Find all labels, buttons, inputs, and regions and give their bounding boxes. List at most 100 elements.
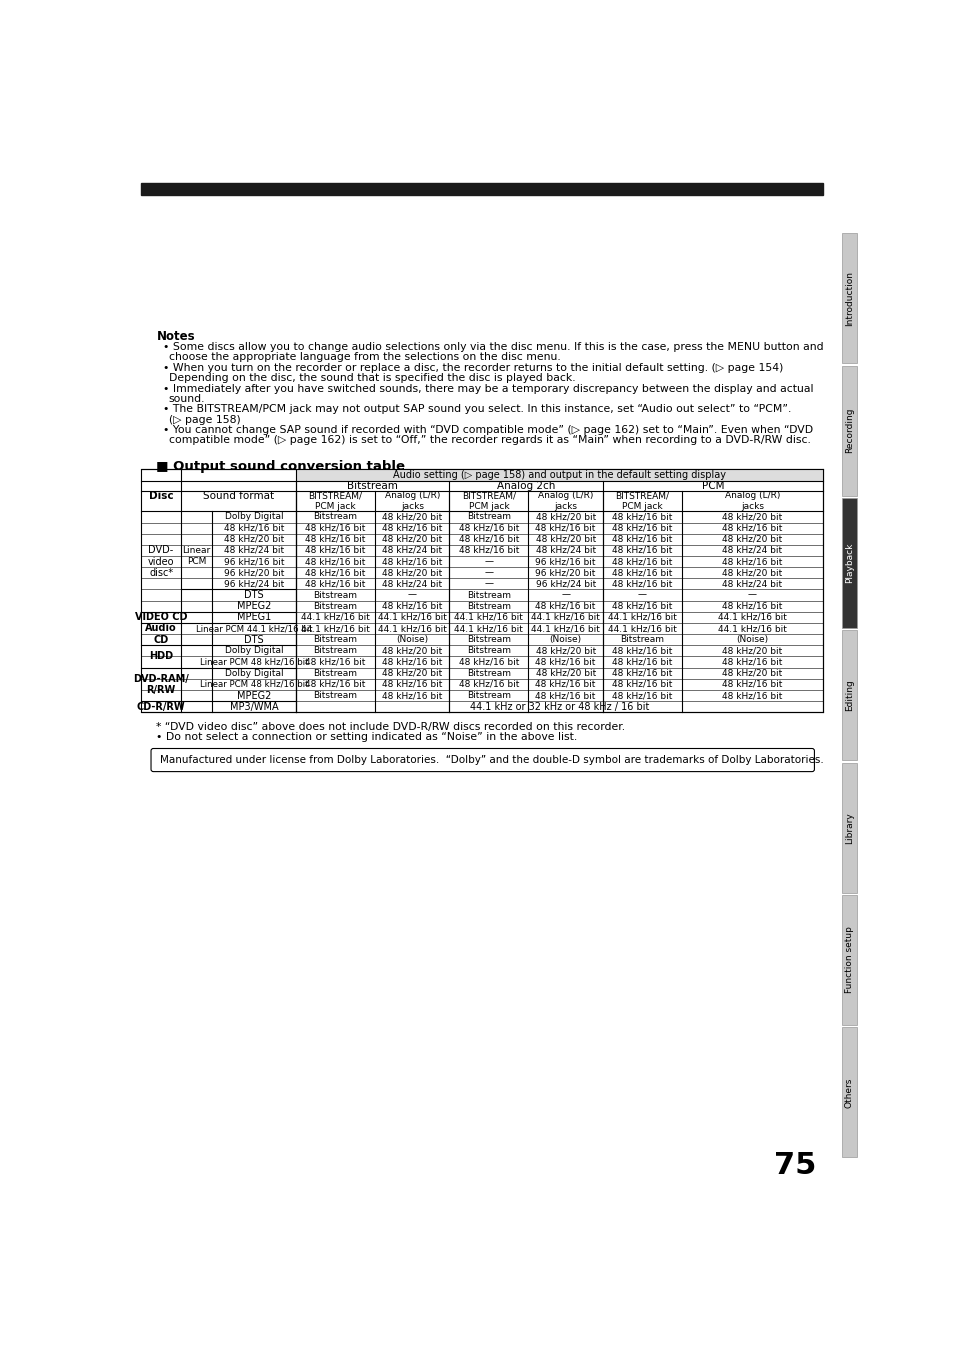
Text: Audio
CD: Audio CD	[145, 623, 176, 644]
Text: 44.1 kHz/16 bit: 44.1 kHz/16 bit	[377, 613, 446, 621]
Text: 48 kHz/20 bit: 48 kHz/20 bit	[381, 512, 442, 522]
Text: 48 kHz/16 bit: 48 kHz/16 bit	[721, 658, 781, 666]
Text: Linear PCM 44.1 kHz/16 bit: Linear PCM 44.1 kHz/16 bit	[195, 624, 312, 634]
Bar	[295, 469, 822, 480]
Text: Library: Library	[844, 811, 853, 844]
Bar	[841, 895, 856, 1024]
Text: choose the appropriate language from the selections on the disc menu.: choose the appropriate language from the…	[169, 352, 560, 363]
Text: 48 kHz/16 bit: 48 kHz/16 bit	[458, 523, 518, 532]
Text: Bitstream: Bitstream	[466, 647, 511, 655]
Text: 48 kHz/16 bit: 48 kHz/16 bit	[381, 658, 442, 666]
Text: Dolby Digital: Dolby Digital	[225, 512, 283, 522]
Text: DTS: DTS	[244, 590, 264, 600]
Text: 48 kHz/16 bit: 48 kHz/16 bit	[612, 692, 672, 700]
Text: 44.1 kHz/16 bit: 44.1 kHz/16 bit	[454, 624, 523, 634]
Text: —: —	[484, 569, 493, 577]
Text: 48 kHz/24 bit: 48 kHz/24 bit	[224, 546, 284, 555]
Text: 48 kHz/16 bit: 48 kHz/16 bit	[535, 692, 596, 700]
Text: 48 kHz/16 bit: 48 kHz/16 bit	[612, 546, 672, 555]
Text: MPEG2: MPEG2	[236, 690, 271, 701]
Text: Disc: Disc	[149, 491, 173, 501]
Text: • The BITSTREAM/PCM jack may not output SAP sound you select. In this instance, : • The BITSTREAM/PCM jack may not output …	[163, 404, 791, 414]
Text: 48 kHz/20 bit: 48 kHz/20 bit	[721, 535, 781, 543]
Text: 48 kHz/16 bit: 48 kHz/16 bit	[305, 658, 365, 666]
Text: 96 kHz/16 bit: 96 kHz/16 bit	[224, 557, 284, 566]
Text: CD-R/RW: CD-R/RW	[136, 702, 185, 712]
Text: MPEG1: MPEG1	[236, 612, 271, 623]
Text: • Some discs allow you to change audio selections only via the disc menu. If thi: • Some discs allow you to change audio s…	[163, 342, 823, 352]
Text: 48 kHz/16 bit: 48 kHz/16 bit	[224, 523, 284, 532]
Text: (Noise): (Noise)	[736, 635, 768, 644]
Bar	[841, 497, 856, 628]
Text: 48 kHz/16 bit: 48 kHz/16 bit	[612, 647, 672, 655]
Text: 48 kHz/20 bit: 48 kHz/20 bit	[721, 647, 781, 655]
Text: 48 kHz/20 bit: 48 kHz/20 bit	[535, 512, 596, 522]
Text: (▷ page 158): (▷ page 158)	[169, 415, 240, 425]
Text: VIDEO CD: VIDEO CD	[134, 612, 187, 623]
Text: 44.1 kHz or 32 kHz or 48 kHz / 16 bit: 44.1 kHz or 32 kHz or 48 kHz / 16 bit	[469, 702, 648, 712]
Text: 48 kHz/16 bit: 48 kHz/16 bit	[721, 692, 781, 700]
Text: 48 kHz/16 bit: 48 kHz/16 bit	[612, 557, 672, 566]
Text: MP3/WMA: MP3/WMA	[230, 702, 278, 712]
Text: 44.1 kHz/16 bit: 44.1 kHz/16 bit	[718, 624, 786, 634]
Text: sound.: sound.	[169, 394, 205, 404]
Text: Editing: Editing	[844, 679, 853, 712]
Text: BITSTREAM/
PCM jack: BITSTREAM/ PCM jack	[615, 491, 669, 511]
Text: Dolby Digital: Dolby Digital	[225, 647, 283, 655]
Text: • Do not select a connection or setting indicated as “Noise” in the above list.: • Do not select a connection or setting …	[156, 732, 578, 743]
Text: 48 kHz/16 bit: 48 kHz/16 bit	[612, 535, 672, 543]
Text: 48 kHz/16 bit: 48 kHz/16 bit	[381, 523, 442, 532]
Bar	[141, 469, 822, 712]
Text: 48 kHz/16 bit: 48 kHz/16 bit	[612, 679, 672, 689]
Text: Linear PCM 48 kHz/16 bit: Linear PCM 48 kHz/16 bit	[199, 679, 308, 689]
Text: 48 kHz/24 bit: 48 kHz/24 bit	[535, 546, 595, 555]
Text: DTS: DTS	[244, 635, 264, 644]
Text: 48 kHz/16 bit: 48 kHz/16 bit	[305, 580, 365, 589]
Text: compatible mode” (▷ page 162) is set to “Off,” the recorder regards it as “Main”: compatible mode” (▷ page 162) is set to …	[169, 435, 810, 445]
Text: 48 kHz/16 bit: 48 kHz/16 bit	[612, 523, 672, 532]
Text: 44.1 kHz/16 bit: 44.1 kHz/16 bit	[531, 613, 599, 621]
Text: Others: Others	[844, 1077, 853, 1108]
Text: Dolby Digital: Dolby Digital	[225, 669, 283, 678]
Text: 48 kHz/20 bit: 48 kHz/20 bit	[535, 669, 596, 678]
Text: 48 kHz/16 bit: 48 kHz/16 bit	[305, 679, 365, 689]
Text: 48 kHz/16 bit: 48 kHz/16 bit	[612, 569, 672, 577]
Text: 48 kHz/20 bit: 48 kHz/20 bit	[381, 569, 442, 577]
Text: Bitstream: Bitstream	[619, 635, 663, 644]
Text: 44.1 kHz/16 bit: 44.1 kHz/16 bit	[531, 624, 599, 634]
Text: BITSTREAM/
PCM jack: BITSTREAM/ PCM jack	[461, 491, 516, 511]
Text: Sound format: Sound format	[203, 491, 274, 501]
Text: Analog 2ch: Analog 2ch	[497, 481, 555, 491]
Text: Linear PCM 48 kHz/16 bit: Linear PCM 48 kHz/16 bit	[199, 658, 308, 666]
Text: 48 kHz/16 bit: 48 kHz/16 bit	[612, 601, 672, 611]
FancyBboxPatch shape	[151, 748, 814, 771]
Text: 48 kHz/24 bit: 48 kHz/24 bit	[382, 546, 442, 555]
Text: 48 kHz/16 bit: 48 kHz/16 bit	[612, 512, 672, 522]
Text: 48 kHz/20 bit: 48 kHz/20 bit	[721, 512, 781, 522]
Text: Bitstream: Bitstream	[466, 692, 511, 700]
Text: 48 kHz/16 bit: 48 kHz/16 bit	[612, 669, 672, 678]
Text: • You cannot change SAP sound if recorded with “DVD compatible mode” (▷ page 162: • You cannot change SAP sound if recorde…	[163, 425, 813, 435]
Text: 48 kHz/16 bit: 48 kHz/16 bit	[305, 557, 365, 566]
Text: Analog (L/R)
jacks: Analog (L/R) jacks	[724, 491, 780, 511]
Text: Bitstream: Bitstream	[314, 590, 357, 600]
Text: 48 kHz/20 bit: 48 kHz/20 bit	[381, 535, 442, 543]
Text: 48 kHz/16 bit: 48 kHz/16 bit	[305, 523, 365, 532]
Text: 48 kHz/16 bit: 48 kHz/16 bit	[381, 679, 442, 689]
Text: 48 kHz/20 bit: 48 kHz/20 bit	[721, 569, 781, 577]
Text: 48 kHz/16 bit: 48 kHz/16 bit	[458, 535, 518, 543]
Text: MPEG2: MPEG2	[236, 601, 271, 611]
Text: 48 kHz/16 bit: 48 kHz/16 bit	[535, 679, 596, 689]
Text: Bitstream: Bitstream	[314, 512, 357, 522]
Text: PCM: PCM	[700, 481, 723, 491]
Text: 48 kHz/20 bit: 48 kHz/20 bit	[224, 535, 284, 543]
Bar	[841, 763, 856, 892]
Text: 48 kHz/16 bit: 48 kHz/16 bit	[535, 658, 596, 666]
Text: Bitstream: Bitstream	[314, 647, 357, 655]
Text: Analog (L/R)
jacks: Analog (L/R) jacks	[537, 491, 593, 511]
Text: (Noise): (Noise)	[549, 635, 581, 644]
Text: 48 kHz/16 bit: 48 kHz/16 bit	[612, 580, 672, 589]
Text: 48 kHz/20 bit: 48 kHz/20 bit	[721, 669, 781, 678]
Bar	[841, 233, 856, 364]
Text: —: —	[484, 580, 493, 589]
